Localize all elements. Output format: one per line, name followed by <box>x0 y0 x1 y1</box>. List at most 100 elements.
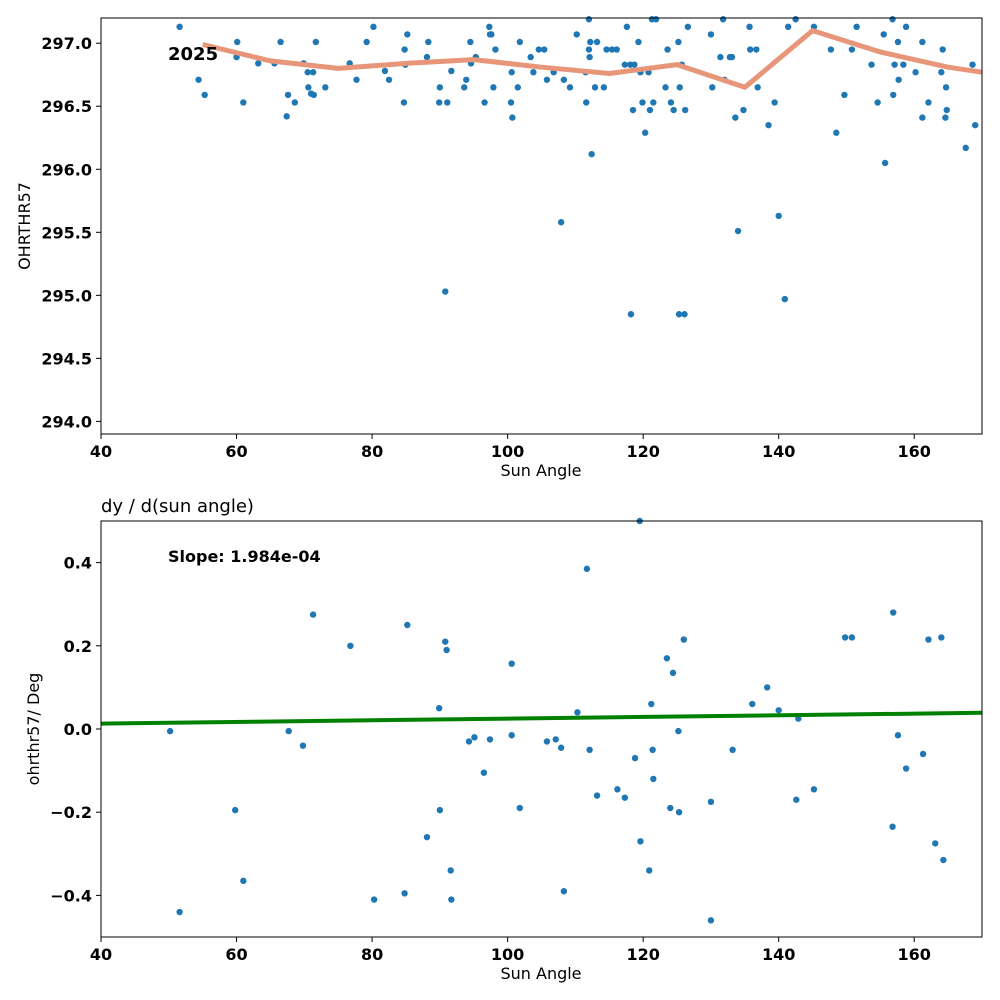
top-point-57 <box>543 76 551 83</box>
bottom-point-66 <box>938 634 945 641</box>
top-x-tick-label-2: 80 <box>361 442 383 461</box>
top-point-62 <box>573 31 580 38</box>
bottom-point-7 <box>347 642 354 649</box>
top-point-127 <box>874 99 881 106</box>
top-point-24 <box>381 67 389 75</box>
top-point-86 <box>646 106 654 114</box>
top-point-5 <box>240 99 247 106</box>
top-x-ticks: 40 60 80 100 120 140 160 <box>90 434 931 461</box>
top-point-4 <box>234 38 241 46</box>
bottom-annotation-slope: Slope: 1.984e-04 <box>168 547 321 566</box>
bottom-point-17 <box>448 896 455 903</box>
bottom-point-29 <box>574 709 581 716</box>
top-x-tick-label-3: 100 <box>491 442 524 461</box>
bottom-point-15 <box>443 646 450 654</box>
top-point-89 <box>652 16 660 23</box>
top-point-26 <box>400 99 408 106</box>
bottom-point-30 <box>583 565 591 573</box>
top-point-69 <box>588 150 595 158</box>
bottom-point-6 <box>309 611 317 618</box>
top-y-tick-label-5: 296.5 <box>41 97 92 116</box>
bottom-point-51 <box>749 700 756 708</box>
bottom-point-52 <box>763 684 771 691</box>
top-point-106 <box>728 53 736 61</box>
top-point-9 <box>283 113 290 120</box>
top-point-29 <box>404 31 411 38</box>
top-point-50 <box>509 114 516 121</box>
bottom-point-64 <box>925 636 932 643</box>
bottom-x-tick-label-6: 160 <box>898 945 931 964</box>
top-point-47 <box>492 46 499 53</box>
bottom-point-10 <box>404 621 411 629</box>
bottom-point-44 <box>669 669 677 677</box>
top-point-55 <box>535 46 542 53</box>
top-trend-line <box>202 28 983 90</box>
top-point-101 <box>709 84 716 91</box>
top-point-91 <box>664 46 671 53</box>
bottom-point-16 <box>447 867 454 874</box>
top-point-77 <box>623 23 631 31</box>
top-point-128 <box>880 31 887 38</box>
bottom-y-ticks: −0.4 −0.2 0.0 0.2 0.4 <box>50 554 101 905</box>
top-outlier-0 <box>627 311 635 318</box>
top-point-90 <box>662 84 669 91</box>
top-point-81 <box>635 38 642 46</box>
top-point-131 <box>890 91 897 99</box>
bottom-trend-group <box>100 710 983 726</box>
bottom-x-tick-label-4: 120 <box>626 945 659 964</box>
bottom-y-tick-label-1: −0.2 <box>50 803 92 822</box>
top-point-34 <box>442 288 449 295</box>
bottom-point-18 <box>465 738 473 745</box>
top-point-22 <box>363 38 370 46</box>
top-point-123 <box>841 91 848 99</box>
bottom-y-tick-label-2: 0.0 <box>64 720 92 739</box>
top-point-74 <box>608 46 616 53</box>
top-point-118 <box>784 23 792 31</box>
top-x-tick-label-5: 140 <box>762 442 795 461</box>
bottom-point-19 <box>471 734 478 741</box>
bottom-x-tick-label-5: 140 <box>762 945 795 964</box>
bottom-x-ticks: 40 60 80 100 120 140 160 <box>90 937 931 964</box>
bottom-point-34 <box>621 794 629 801</box>
top-point-143 <box>942 114 949 121</box>
bottom-point-3 <box>240 877 247 885</box>
top-point-100 <box>707 31 715 38</box>
bottom-point-13 <box>436 806 444 814</box>
top-point-83 <box>639 99 646 106</box>
bottom-chart: dy / d(sun angle) 40 60 80 100 120 140 160 −0.… <box>24 496 983 983</box>
top-point-56 <box>541 46 548 53</box>
top-point-92 <box>667 99 675 106</box>
bottom-x-tick-label-0: 40 <box>90 945 112 964</box>
top-point-134 <box>895 76 902 83</box>
top-point-95 <box>676 84 683 91</box>
top-y-ticks: 294.0 294.5 295.0 295.5 296.0 296.5 297.0 <box>41 34 101 431</box>
bottom-x-tick-label-1: 60 <box>225 945 247 964</box>
bottom-plot-frame <box>100 520 983 938</box>
top-point-43 <box>486 23 493 31</box>
bottom-point-22 <box>508 660 515 667</box>
top-point-36 <box>448 67 455 75</box>
top-x-tick-label-1: 60 <box>225 442 247 461</box>
top-point-38 <box>463 76 470 83</box>
bottom-point-37 <box>637 838 644 845</box>
top-point-98 <box>681 106 689 114</box>
top-point-146 <box>962 144 969 152</box>
top-point-112 <box>753 46 760 53</box>
top-point-117 <box>781 295 788 303</box>
top-point-27 <box>401 46 408 53</box>
bottom-point-54 <box>793 796 800 803</box>
bottom-point-35 <box>631 754 639 762</box>
bottom-point-39 <box>648 700 655 708</box>
top-point-59 <box>557 219 565 226</box>
bottom-point-63 <box>919 750 927 758</box>
top-point-30 <box>423 53 431 61</box>
top-y-tick-label-2: 295.0 <box>41 286 92 305</box>
top-point-139 <box>919 114 926 121</box>
bottom-point-9 <box>401 890 408 897</box>
top-y-tick-label-1: 294.5 <box>41 349 92 368</box>
bottom-point-47 <box>680 636 688 643</box>
top-point-109 <box>740 106 747 114</box>
top-chart: 40 60 80 100 120 140 160 294.0294.5295.0295.52… <box>15 16 983 480</box>
top-point-79 <box>629 106 637 114</box>
bottom-point-42 <box>663 655 671 662</box>
